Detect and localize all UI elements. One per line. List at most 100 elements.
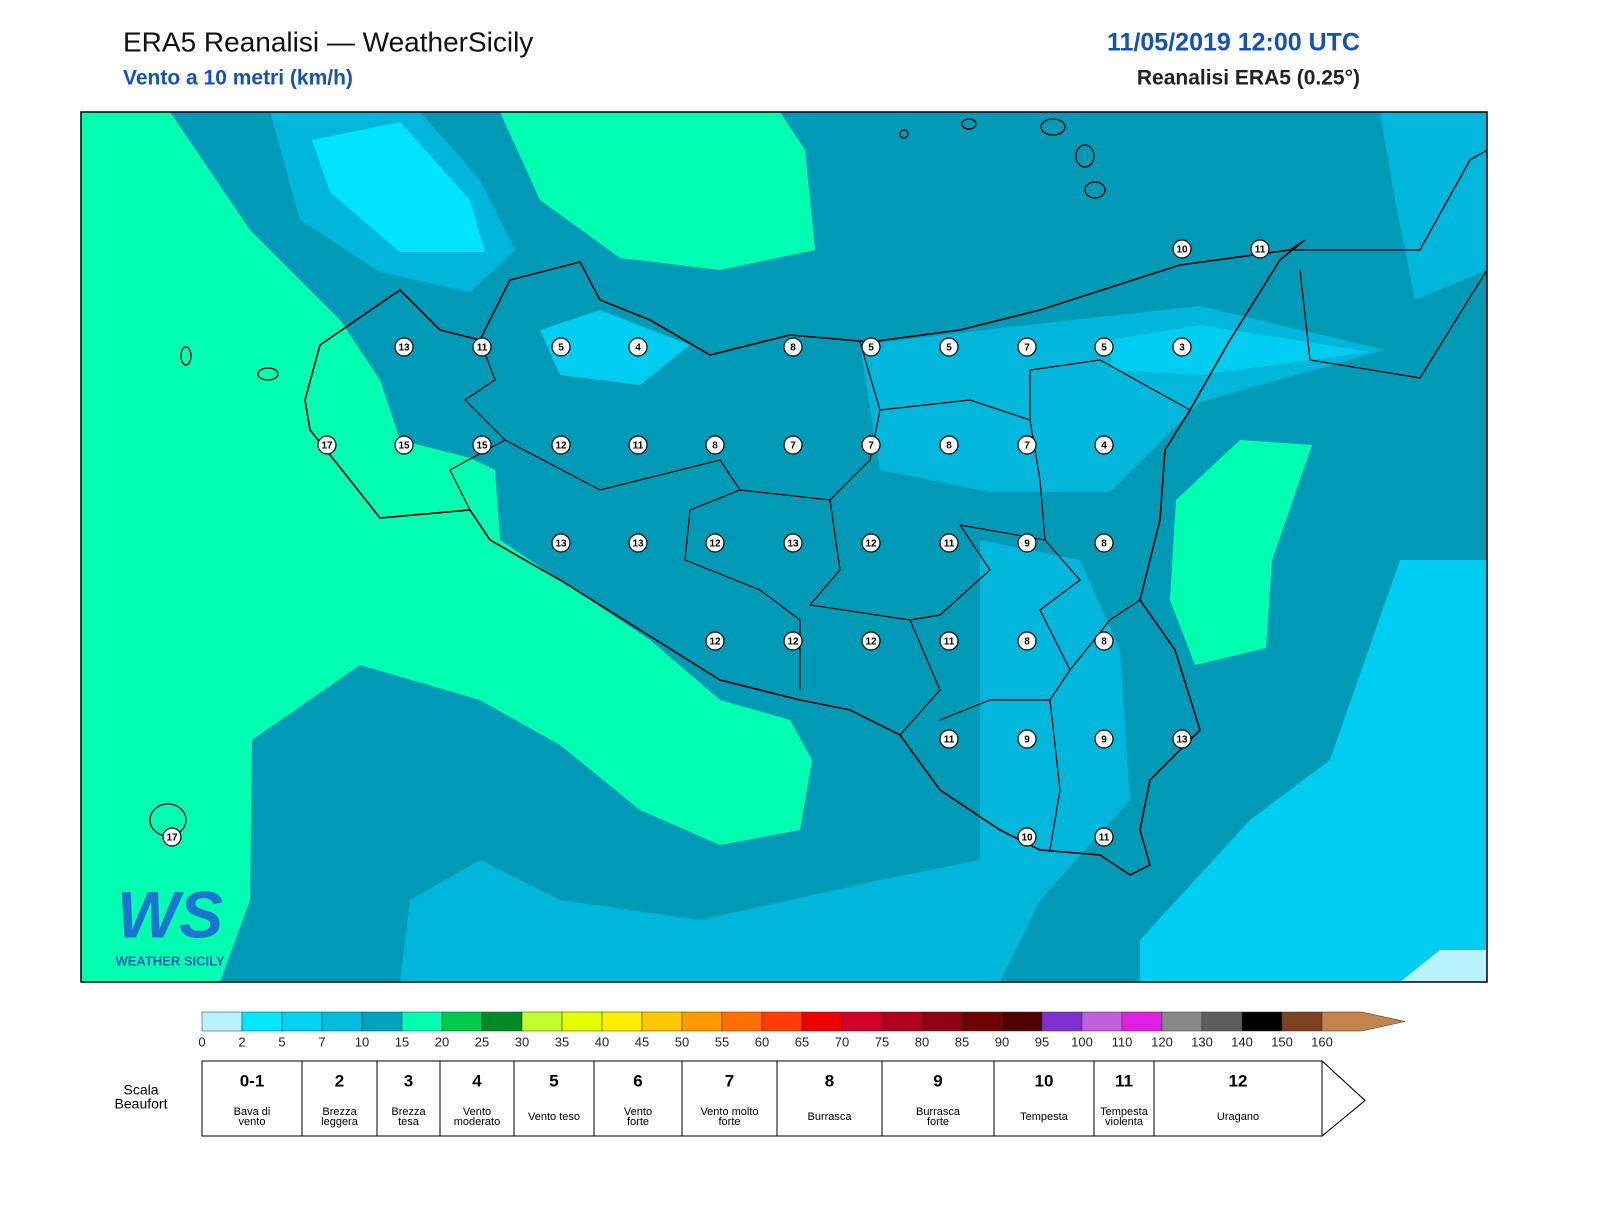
station-marker (1094, 533, 1114, 553)
station-marker (1017, 827, 1037, 847)
station-marker (551, 533, 571, 553)
station-value: 13 (1176, 735, 1188, 746)
station-marker (1172, 337, 1192, 357)
station-marker (394, 435, 414, 455)
colorbar-box (361, 1011, 403, 1032)
station-value: 9 (1024, 735, 1030, 746)
colorbar-box (1001, 1011, 1043, 1032)
beaufort-desc: forte (927, 1116, 949, 1128)
station-marker (1250, 239, 1270, 259)
beaufort-desc: violenta (1105, 1116, 1144, 1128)
station-value: 8 (1024, 637, 1030, 648)
station-value: 8 (712, 441, 718, 452)
colorbar-box (721, 1011, 763, 1032)
station-value: 12 (555, 441, 567, 452)
station-value: 12 (865, 637, 877, 648)
logo-mark: WS (117, 877, 223, 951)
beaufort-desc: Vento molto (700, 1106, 758, 1118)
station-marker (861, 435, 881, 455)
colorbar-box (1201, 1011, 1243, 1032)
beaufort-box (1093, 1060, 1155, 1137)
colorbar-tick-label: 120 (1151, 1034, 1173, 1049)
station-value: 7 (1024, 441, 1030, 452)
colorbar-tick-label: 80 (915, 1034, 929, 1049)
beaufort-box (376, 1060, 441, 1137)
colorbar-box (1241, 1011, 1283, 1032)
wind-field (1140, 560, 1487, 982)
station-marker (628, 435, 648, 455)
island (1084, 181, 1106, 199)
map: 13 11 5 4 8 5 5 7 5 3 10 11 17 15 15 12 11 8 7 7 8 7 4 13 13 12 13… (81, 112, 1487, 982)
island (180, 346, 192, 366)
colorbar-box (641, 1011, 683, 1032)
beaufort-force: 6 (633, 1071, 642, 1090)
station-marker (939, 435, 959, 455)
colorbar-tick-label: 5 (278, 1034, 285, 1049)
island (961, 118, 977, 130)
colorbar-tick-label: 0 (198, 1034, 205, 1049)
colorbar-box (561, 1011, 603, 1032)
colorbar-tick-label: 45 (635, 1034, 649, 1049)
station-marker (861, 337, 881, 357)
beaufort-desc: Tempesta (1100, 1106, 1149, 1118)
beaufort-box (301, 1060, 378, 1137)
beaufort-desc: Tempesta (1020, 1111, 1069, 1123)
coastline (304, 239, 1306, 876)
date: 11/05/2019 12:00 UTC (1107, 29, 1360, 57)
beaufort-desc: Burrasca (916, 1106, 961, 1118)
beaufort-desc: Burrasca (807, 1111, 852, 1123)
colorbar-tick-label: 85 (955, 1034, 969, 1049)
station-value: 9 (1024, 539, 1030, 550)
colorbar-tick-label: 40 (595, 1034, 609, 1049)
station-marker (939, 729, 959, 749)
beaufort-force: 5 (549, 1071, 558, 1090)
station-value: 8 (790, 343, 796, 354)
beaufort-force: 4 (472, 1071, 482, 1090)
wind-field (1400, 950, 1487, 982)
beaufort-force: 12 (1229, 1071, 1248, 1090)
beaufort-force: 8 (825, 1071, 834, 1090)
beaufort-arrow (1321, 1059, 1366, 1138)
station-marker (1094, 631, 1114, 651)
colorbar-box (281, 1011, 323, 1032)
station-value: 12 (787, 637, 799, 648)
beaufort-desc: leggera (321, 1116, 359, 1128)
station-value: 5 (868, 343, 874, 354)
colorbar-tick-label: 70 (835, 1034, 849, 1049)
station-value: 12 (709, 539, 721, 550)
station-marker (1094, 337, 1114, 357)
colorbar-box (1121, 1011, 1163, 1032)
colorbar-tick-label: 160 (1311, 1034, 1333, 1049)
wind-field (1170, 440, 1312, 665)
station-marker (1017, 533, 1037, 553)
wind-field (1380, 112, 1487, 300)
colorbar-box (1161, 1011, 1203, 1032)
station-marker (1017, 337, 1037, 357)
station-value: 11 (1255, 245, 1266, 256)
colorbar-tick-label: 10 (355, 1034, 369, 1049)
island (1040, 118, 1066, 136)
beaufort-force: 11 (1115, 1071, 1133, 1090)
colorbar-tick-label: 55 (715, 1034, 729, 1049)
beaufort-box (513, 1060, 595, 1137)
beaufort-desc: vento (239, 1116, 266, 1128)
subtitle: Vento a 10 metri (km/h) (123, 67, 353, 90)
station-marker (551, 435, 571, 455)
station-marker (783, 631, 803, 651)
beaufort-force: 2 (335, 1071, 344, 1090)
colorbar-box (401, 1011, 443, 1032)
colorbar-box (441, 1011, 483, 1032)
beaufort-desc: Uragano (1217, 1111, 1259, 1123)
colorbar-box (961, 1011, 1003, 1032)
station-marker (861, 631, 881, 651)
colorbar-tick-label: 75 (875, 1034, 889, 1049)
colorbar-tick-label: 130 (1191, 1034, 1213, 1049)
island (257, 367, 279, 381)
station-marker (1094, 827, 1114, 847)
station-value: 15 (476, 441, 488, 452)
station-value: 12 (709, 637, 721, 648)
beaufort-label: Beaufort (115, 1096, 168, 1112)
station-value: 9 (1101, 735, 1107, 746)
station-value: 13 (555, 539, 567, 550)
station-marker (1172, 729, 1192, 749)
